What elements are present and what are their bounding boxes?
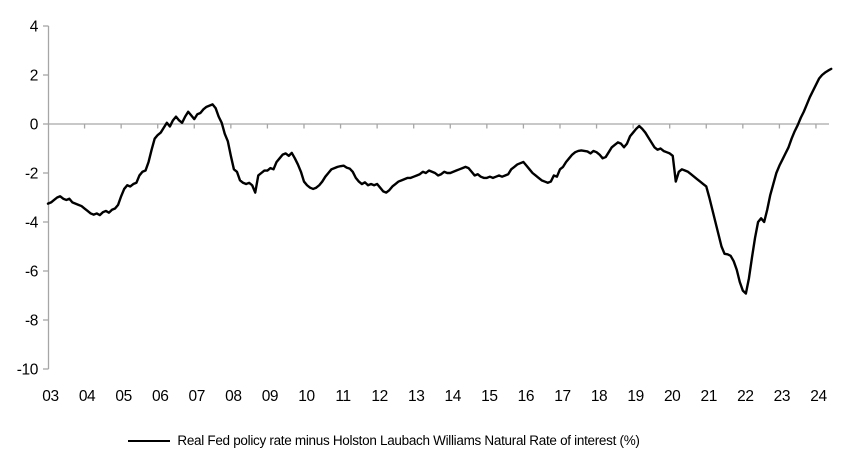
x-axis-tick-label: 17 — [554, 388, 570, 405]
y-axis-tick-label: -10 — [17, 362, 39, 379]
legend-label: Real Fed policy rate minus Holston Lauba… — [177, 433, 640, 448]
x-axis-tick-label: 04 — [79, 388, 96, 405]
x-axis-tick-label: 07 — [189, 388, 205, 405]
x-axis-tick-label: 15 — [481, 388, 497, 405]
x-axis-tick-label: 20 — [664, 388, 681, 405]
y-axis-tick-label: -4 — [25, 215, 39, 232]
y-axis-tick-label: -2 — [25, 166, 38, 183]
x-axis-tick-label: 05 — [115, 388, 131, 405]
x-axis-tick-label: 19 — [627, 388, 643, 405]
x-axis-tick-label: 12 — [371, 388, 387, 405]
x-axis-tick-label: 11 — [335, 388, 350, 405]
x-axis-tick-label: 08 — [225, 388, 241, 405]
series-line — [46, 67, 833, 295]
x-axis-tick-label: 06 — [152, 388, 168, 405]
y-axis-tick-label: -8 — [25, 313, 38, 330]
x-axis-tick-label: 14 — [445, 388, 462, 405]
x-axis-tick-label: 23 — [774, 388, 790, 405]
chart-legend: Real Fed policy rate minus Holston Lauba… — [0, 433, 810, 448]
y-axis-tick-label: 4 — [30, 19, 39, 36]
x-axis-tick-label: 03 — [42, 388, 58, 405]
x-axis-tick-label: 21 — [701, 388, 717, 405]
y-axis-tick-label: 0 — [30, 117, 39, 134]
x-axis-tick-label: 24 — [810, 388, 827, 405]
y-axis-tick-label: 2 — [30, 68, 38, 85]
x-axis-tick-label: 22 — [737, 388, 753, 405]
x-axis-tick-label: 16 — [518, 388, 534, 405]
x-axis-tick-label: 09 — [262, 388, 278, 405]
y-axis-tick-label: -6 — [25, 264, 38, 281]
legend-line-sample — [128, 439, 171, 442]
x-axis-tick-label: 10 — [298, 388, 315, 405]
x-axis-tick-label: 18 — [591, 388, 607, 405]
x-axis-tick-label: 13 — [408, 388, 424, 405]
